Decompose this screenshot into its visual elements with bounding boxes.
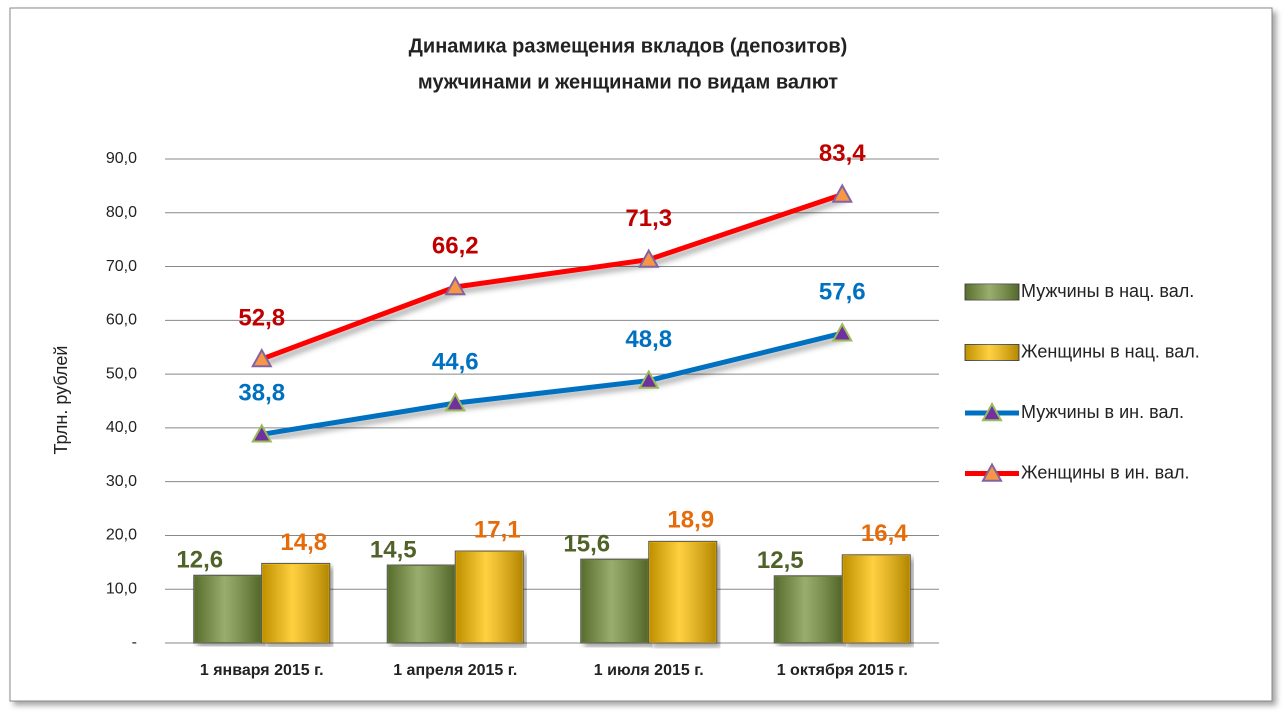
data-label: 52,8: [238, 304, 285, 331]
marker: [251, 347, 273, 368]
data-label: 57,6: [819, 279, 866, 306]
marker: [444, 275, 466, 296]
data-label: 14,8: [280, 529, 327, 556]
bar-shine: [843, 555, 910, 642]
legend-shine: [965, 284, 1019, 300]
chart-title: Динамика размещения вкладов (депозитов): [409, 35, 848, 57]
y-axis-label: Трлн. рублей: [51, 346, 71, 455]
bar-shine: [388, 566, 455, 642]
bar-shine: [775, 576, 842, 642]
data-label: 38,8: [238, 380, 285, 407]
legend-label: Мужчины в ин. вал.: [1021, 402, 1184, 422]
data-label: 12,5: [757, 547, 804, 574]
y-tick-label: 50,0: [106, 365, 137, 382]
y-tick-label: 30,0: [106, 473, 137, 490]
legend-label: Женщины в нац. вал.: [1021, 341, 1200, 361]
y-tick-label: 40,0: [106, 419, 137, 436]
y-tick-label: 60,0: [106, 312, 137, 329]
data-label: 14,5: [370, 536, 417, 563]
data-label: 71,3: [625, 205, 672, 232]
marker: [444, 392, 466, 412]
y-tick-label: 80,0: [106, 204, 137, 221]
marker: [251, 423, 273, 443]
y-tick-label: 90,0: [106, 150, 137, 167]
x-tick-label: 1 октября 2015 г.: [777, 662, 908, 679]
data-label: 17,1: [474, 516, 521, 543]
legend-marker: [981, 462, 1003, 482]
bar-shine: [649, 542, 716, 642]
marker: [831, 322, 853, 342]
legend-shine: [965, 344, 1019, 361]
y-tick-label: 70,0: [106, 258, 137, 275]
legend-label: Мужчины в нац. вал.: [1021, 281, 1194, 301]
marker: [831, 183, 853, 203]
data-label: 83,4: [819, 140, 866, 167]
chart-title: мужчинами и женщинами по видам валют: [418, 71, 838, 93]
line: [260, 192, 844, 362]
data-label: 16,4: [861, 520, 908, 547]
marker: [638, 369, 660, 389]
y-tick-label: -: [132, 634, 137, 651]
x-tick-label: 1 января 2015 г.: [200, 662, 324, 679]
line: [261, 330, 843, 437]
legend-marker: [981, 401, 1003, 422]
data-label: 66,2: [432, 232, 479, 259]
data-label: 44,6: [432, 348, 479, 375]
bar-shine: [456, 552, 523, 642]
bar-shine: [194, 576, 261, 642]
legend-label: Женщины в ин. вал.: [1021, 462, 1190, 482]
marker: [638, 248, 660, 268]
data-label: 18,9: [667, 507, 714, 534]
data-label: 12,6: [176, 547, 223, 574]
y-tick-label: 20,0: [106, 527, 137, 544]
x-tick-label: 1 апреля 2015 г.: [393, 662, 517, 679]
x-tick-label: 1 июля 2015 г.: [594, 662, 704, 679]
bar-shine: [581, 560, 648, 642]
data-label: 48,8: [625, 326, 672, 353]
y-tick-label: 10,0: [106, 580, 137, 597]
bar-shine: [262, 564, 329, 642]
data-label: 15,6: [563, 530, 610, 557]
